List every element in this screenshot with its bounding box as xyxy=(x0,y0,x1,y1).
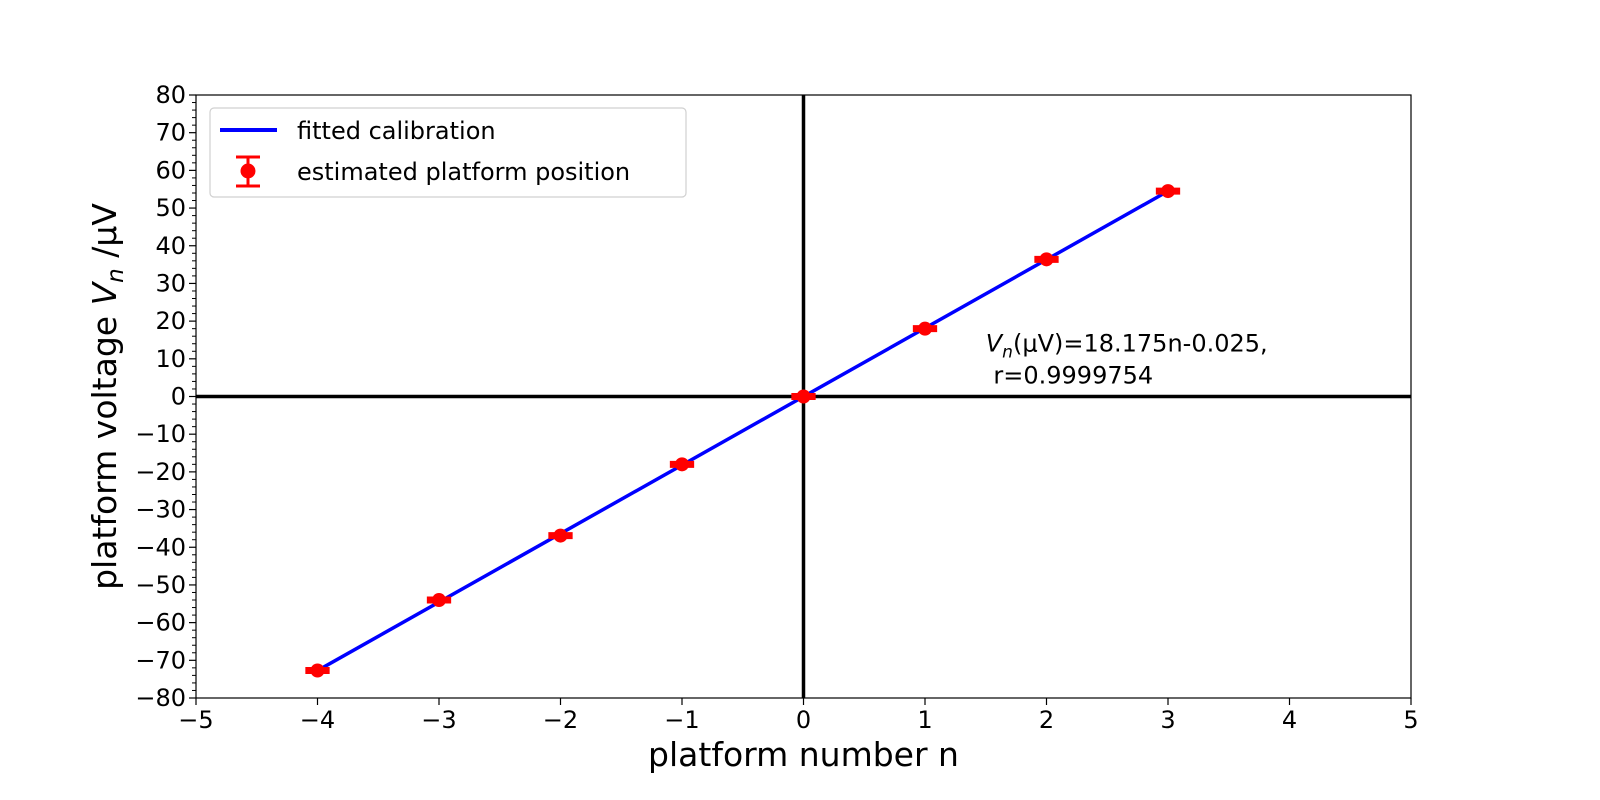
x-tick-label: −4 xyxy=(300,706,335,734)
y-tick-label: 60 xyxy=(155,156,186,184)
x-tick-label: 0 xyxy=(796,706,811,734)
y-tick-label: 0 xyxy=(171,383,186,411)
y-tick-label: 20 xyxy=(155,307,186,335)
y-axis-title-var: V xyxy=(85,280,124,305)
data-point xyxy=(548,528,573,543)
data-point xyxy=(426,593,452,608)
y-minor-ticks xyxy=(192,102,196,691)
fit-equation-sub: n xyxy=(1002,342,1013,362)
legend-box xyxy=(209,107,687,198)
y-tick-label: −20 xyxy=(135,458,186,486)
x-tick-label: 5 xyxy=(1403,706,1418,734)
legend-errorbar-swatch xyxy=(236,155,260,188)
y-tick-label: −70 xyxy=(135,646,186,674)
y-tick-label: 10 xyxy=(155,345,186,373)
x-axis-ticks: −5 −4 −3 −2 −1 0 1 2 3 4 5 xyxy=(178,698,1419,734)
x-tick-label: 4 xyxy=(1282,706,1297,734)
y-axis-title-sub: n xyxy=(103,268,129,283)
legend-label-fit: fitted calibration xyxy=(297,117,496,145)
y-tick-label: −50 xyxy=(135,571,186,599)
legend: fitted calibration estimated platform po… xyxy=(209,107,687,198)
fit-correlation: r=0.9999754 xyxy=(986,361,1153,389)
plot-series xyxy=(305,184,1181,678)
y-tick-label: 50 xyxy=(155,194,186,222)
y-axis-ticks: −80 −70 −60 −50 −40 −30 −20 −10 0 10 20 30 40 50 60 70 8… xyxy=(135,81,196,712)
y-tick-label: 70 xyxy=(155,119,186,147)
fit-equation-var: V xyxy=(986,329,1004,357)
y-tick-label: −10 xyxy=(135,420,186,448)
y-axis-title: platform voltage Vn /μV xyxy=(85,203,129,590)
data-point xyxy=(305,663,330,678)
data-marker xyxy=(1039,252,1054,267)
x-tick-label: 3 xyxy=(1160,706,1175,734)
x-tick-label: −1 xyxy=(664,706,699,734)
data-point xyxy=(1155,184,1181,199)
x-tick-label: 1 xyxy=(917,706,932,734)
x-tick-label: −2 xyxy=(543,706,578,734)
y-tick-label: −60 xyxy=(135,609,186,637)
y-tick-label: −40 xyxy=(135,533,186,561)
data-marker xyxy=(553,528,568,543)
data-marker xyxy=(675,457,689,472)
y-tick-label: 30 xyxy=(155,269,186,297)
x-tick-label: −5 xyxy=(178,706,213,734)
data-marker xyxy=(796,389,811,404)
legend-label-points: estimated platform position xyxy=(297,158,630,186)
x-axis-title: platform number n xyxy=(648,735,959,774)
data-point xyxy=(669,457,695,472)
x-tick-label: −3 xyxy=(421,706,456,734)
y-tick-label: −80 xyxy=(135,684,186,712)
data-marker xyxy=(918,321,932,336)
fit-equation-rest: (μV)=18.175n-0.025, xyxy=(1013,329,1268,357)
x-tick-label: 2 xyxy=(1039,706,1054,734)
fit-line xyxy=(316,189,1169,673)
y-tick-label: 80 xyxy=(155,81,186,109)
y-tick-label: −30 xyxy=(135,496,186,524)
data-point xyxy=(791,389,816,404)
data-marker xyxy=(432,593,446,608)
y-axis-title-main: platform voltage xyxy=(85,305,124,590)
y-axis-title-unit: /μV xyxy=(85,203,124,269)
y-tick-label: 40 xyxy=(155,232,186,260)
data-point xyxy=(912,321,938,336)
data-marker xyxy=(310,663,325,678)
data-point xyxy=(1034,252,1059,267)
data-marker xyxy=(1161,184,1175,199)
fit-equation: Vn(μV)=18.175n-0.025, xyxy=(986,329,1268,362)
